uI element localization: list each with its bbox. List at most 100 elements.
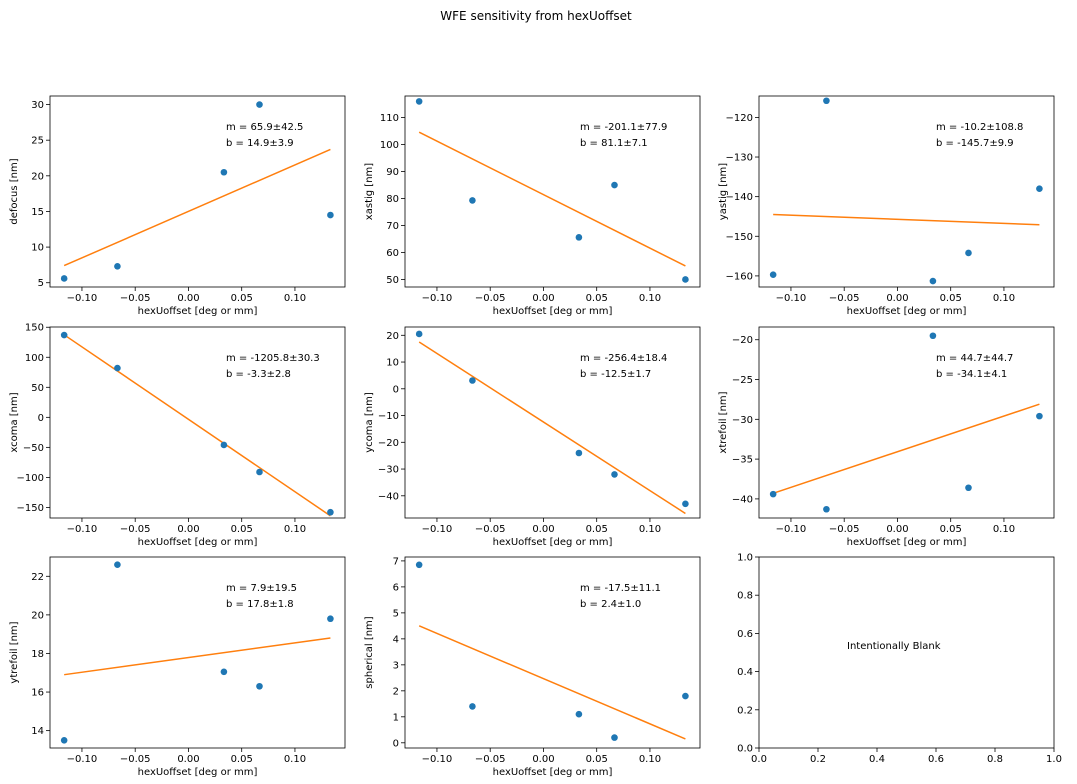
subplot-3: −0.10 −0.05 0.00 0.05 0.10 −160 −150 −140 −130 −1…	[718, 95, 1055, 317]
x-tick-label: 0.00	[532, 293, 554, 304]
y-tick-label: 22	[31, 572, 44, 583]
y-tick-label: −100	[17, 473, 44, 484]
y-tick-label: 50	[386, 275, 399, 286]
x-tick-label: 0.10	[284, 293, 306, 304]
y-tick-label: −35	[732, 455, 753, 466]
axes-frame	[758, 95, 1055, 288]
x-tick-label: 0.8	[987, 754, 1003, 765]
data-point	[769, 271, 777, 279]
y-tick-label: −150	[726, 232, 753, 243]
x-tick-label: 0.10	[993, 293, 1015, 304]
data-point	[256, 468, 263, 476]
y-tick-label: 20	[31, 610, 44, 621]
axes-frame	[49, 95, 346, 288]
x-axis-label: hexUoffset [deg or mm]	[493, 306, 613, 317]
y-tick-label: 90	[386, 167, 399, 178]
y-tick-label: 15	[31, 207, 44, 218]
x-tick-label: −0.05	[475, 524, 506, 535]
y-tick-label: 3	[393, 660, 399, 671]
x-tick-label: 0.10	[284, 524, 306, 535]
fit-annotation: b = -34.1±4.1	[936, 369, 1007, 380]
x-tick-label: −0.10	[422, 754, 453, 765]
x-tick-label: −0.05	[475, 293, 506, 304]
data-point	[415, 98, 423, 105]
y-tick-label: −160	[726, 271, 753, 282]
fit-line	[63, 334, 331, 517]
fit-annotation: b = -3.3±2.8	[226, 369, 291, 380]
y-tick-label: −130	[726, 153, 753, 164]
y-tick-label: −150	[17, 503, 44, 514]
y-tick-label: 0	[393, 738, 399, 749]
x-tick-label: 0.05	[231, 754, 253, 765]
fit-annotation: b = 81.1±7.1	[580, 138, 648, 149]
fit-line	[64, 637, 331, 676]
fit-annotation: m = -1205.8±30.3	[226, 353, 320, 364]
data-point	[114, 263, 121, 270]
x-tick-label: −0.05	[829, 524, 860, 535]
fit-annotation: b = -12.5±1.7	[580, 369, 651, 380]
y-tick-label: 80	[386, 194, 399, 205]
x-axis-label: hexUoffset [deg or mm]	[138, 306, 258, 317]
fit-annotation: b = 14.9±3.9	[226, 138, 294, 149]
data-point	[929, 277, 937, 285]
data-point	[415, 561, 423, 569]
x-tick-label: −0.10	[67, 524, 98, 535]
subplot-1: −0.10 −0.05 0.00 0.05 0.10 5 10 15 20 25 30 m = 65.…	[9, 95, 346, 317]
fit-line	[418, 341, 686, 515]
data-point	[469, 377, 476, 384]
y-tick-label: −10	[378, 411, 399, 422]
x-tick-label: 0.10	[993, 524, 1015, 535]
data-point	[256, 101, 263, 108]
y-tick-label: 7	[393, 556, 399, 567]
y-tick-label: 0	[393, 384, 399, 395]
x-tick-label: 1.0	[1046, 754, 1062, 765]
data-point	[575, 234, 583, 241]
data-point	[965, 484, 972, 492]
x-tick-label: 0.00	[177, 293, 199, 304]
x-tick-label: 0.05	[231, 524, 253, 535]
x-tick-label: −0.10	[422, 524, 453, 535]
x-axis-label: hexUoffset [deg or mm]	[847, 537, 967, 548]
x-axis-label: hexUoffset [deg or mm]	[847, 306, 967, 317]
fit-annotation: m = 7.9±19.5	[226, 583, 297, 594]
y-tick-label: 100	[25, 353, 44, 364]
y-tick-label: 0.6	[737, 629, 753, 640]
data-point	[1036, 412, 1043, 420]
x-tick-label: −0.10	[67, 754, 98, 765]
x-tick-label: 0.10	[639, 293, 661, 304]
data-point	[256, 682, 263, 690]
x-tick-label: 0.05	[586, 293, 608, 304]
y-tick-label: 6	[393, 582, 399, 593]
data-point	[823, 97, 830, 105]
axes-frame	[758, 556, 1055, 749]
x-tick-label: −0.10	[776, 293, 807, 304]
y-axis-label: ytrefoil [nm]	[9, 621, 20, 683]
data-point	[682, 500, 689, 508]
data-point	[929, 332, 937, 340]
axes-frame	[758, 326, 1055, 519]
y-tick-label: 1.0	[737, 553, 753, 564]
y-tick-label: 20	[386, 331, 399, 342]
x-tick-label: 0.05	[231, 293, 253, 304]
x-tick-label: −0.10	[422, 293, 453, 304]
y-tick-label: 18	[31, 649, 44, 660]
data-point	[823, 505, 830, 513]
y-tick-label: 1	[393, 712, 399, 723]
fit-line	[418, 625, 686, 740]
data-point	[611, 181, 618, 189]
y-tick-label: 150	[25, 323, 44, 334]
data-point	[415, 330, 423, 338]
y-tick-label: 100	[380, 140, 399, 151]
y-tick-label: 70	[386, 221, 399, 232]
y-tick-label: 5	[38, 278, 44, 289]
x-tick-label: 0.00	[177, 524, 199, 535]
x-tick-label: 0.00	[532, 524, 554, 535]
fit-annotation: m = 44.7±44.7	[936, 353, 1013, 364]
y-tick-label: −50	[23, 443, 44, 454]
axes-frame	[49, 556, 346, 749]
y-tick-label: 5	[393, 608, 399, 619]
y-tick-label: −20	[378, 438, 399, 449]
x-tick-label: 0.00	[886, 524, 908, 535]
data-point	[611, 471, 618, 478]
